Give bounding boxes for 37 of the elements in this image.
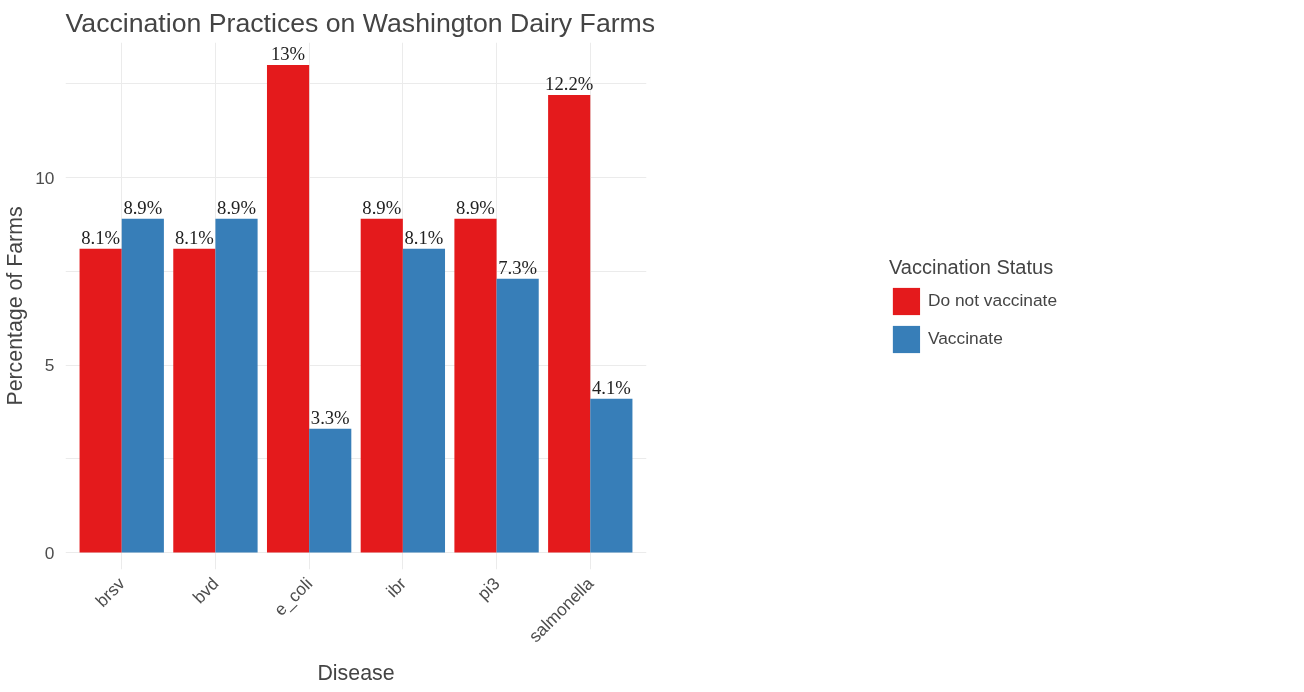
data-label: 13% bbox=[270, 43, 306, 65]
data-label: 8.1% bbox=[81, 226, 121, 248]
data-label: 7.3% bbox=[498, 256, 538, 278]
legend-label: Vaccinate bbox=[927, 328, 1003, 349]
legend-label: Do not vaccinate bbox=[927, 290, 1058, 311]
data-label: 8.9% bbox=[123, 196, 163, 218]
y-tick-label: 0 bbox=[44, 542, 55, 563]
bar bbox=[173, 248, 216, 553]
x-tick-label: brsv bbox=[91, 573, 130, 611]
bar bbox=[215, 218, 258, 553]
x-tick-label: bvd bbox=[188, 573, 223, 608]
data-label: 12.2% bbox=[545, 73, 594, 95]
bar bbox=[360, 218, 403, 553]
bar bbox=[266, 65, 310, 553]
x-tick-label: ibr bbox=[382, 573, 411, 602]
y-tick-label: 10 bbox=[35, 167, 55, 188]
data-label: 3.3% bbox=[310, 406, 350, 428]
data-label: 4.1% bbox=[591, 376, 631, 398]
bar bbox=[548, 95, 591, 553]
y-axis-title: Percentage of Farms bbox=[3, 206, 28, 406]
bar bbox=[590, 398, 633, 553]
data-label: 8.9% bbox=[217, 196, 256, 218]
legend-title: Vaccination Status bbox=[888, 255, 1055, 279]
data-label: 8.9% bbox=[362, 196, 402, 218]
data-label: 8.1% bbox=[174, 226, 214, 248]
bar bbox=[121, 218, 164, 553]
x-axis-title: Disease bbox=[317, 661, 395, 686]
x-tick-label: pi3 bbox=[473, 573, 504, 604]
bar bbox=[309, 428, 352, 553]
bar bbox=[496, 278, 539, 553]
data-label: 8.1% bbox=[404, 226, 444, 248]
data-label: 8.9% bbox=[456, 196, 495, 218]
chart-title: Vaccination Practices on Washington Dairy Farms bbox=[65, 7, 656, 38]
bar bbox=[454, 218, 497, 553]
bar bbox=[79, 248, 122, 553]
y-tick-label: 5 bbox=[44, 355, 55, 376]
bar bbox=[402, 248, 446, 553]
